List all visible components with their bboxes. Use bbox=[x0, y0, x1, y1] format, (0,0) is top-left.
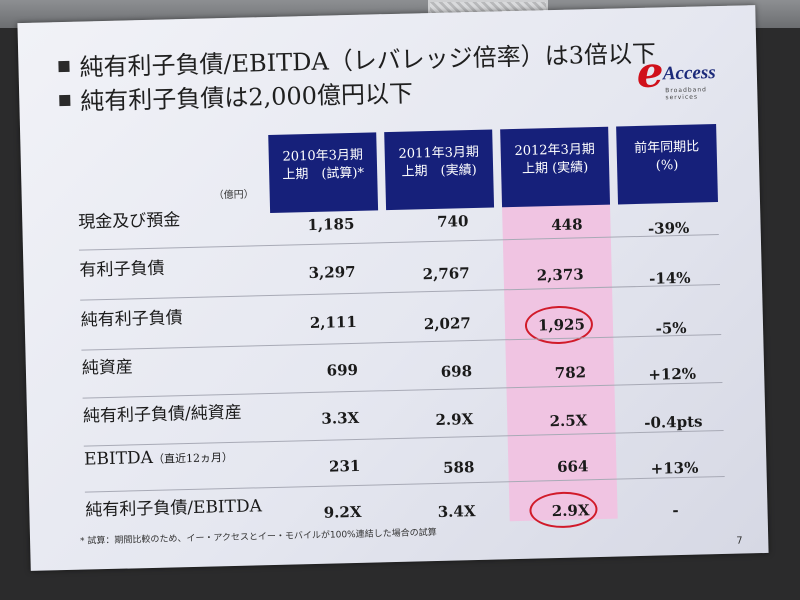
unit-label: （億円） bbox=[213, 189, 254, 202]
cell-leverage-yoy: - bbox=[672, 501, 679, 520]
square-bullet-icon bbox=[59, 94, 71, 107]
row-label-net-assets: 純資産 bbox=[81, 357, 134, 379]
column-header-2010: 2010年3月期 上期 (試算)* bbox=[268, 132, 379, 213]
cell-cash-2012: 448 bbox=[550, 215, 583, 235]
cell-de-2011: 2.9X bbox=[435, 410, 474, 429]
cell-debt-2010: 3,297 bbox=[308, 262, 356, 283]
cell-cash-2010: 1,185 bbox=[307, 214, 355, 235]
row-label-ebitda: EBITDA（直近12ヵ月） bbox=[83, 447, 234, 470]
column-header-2011: 2011年3月期 上期 (実績) bbox=[384, 129, 495, 211]
bullet-net-debt: 純有利子負債は2,000億円以下 bbox=[59, 73, 413, 117]
cell-de-2012: 2.5X bbox=[549, 411, 588, 431]
row-label-net-debt-to-equity: 純有利子負債/純資産 bbox=[82, 402, 242, 427]
cell-ebitda-2012: 664 bbox=[556, 457, 589, 477]
cell-de-2010: 3.3X bbox=[321, 408, 360, 428]
cell-netassets-2010: 699 bbox=[326, 360, 359, 380]
highlight-circle-leverage bbox=[529, 491, 598, 529]
cell-netdebt-2010: 2,111 bbox=[309, 312, 358, 333]
row-label-net-debt-to-ebitda: 純有利子負債/EBITDA bbox=[85, 496, 263, 521]
cell-ebitda-2010: 231 bbox=[328, 456, 361, 476]
row-label-cash: 現金及び預金 bbox=[78, 210, 181, 233]
cell-leverage-2010: 9.2X bbox=[323, 502, 362, 522]
row-separator bbox=[83, 429, 724, 447]
cell-netassets-2012: 782 bbox=[554, 363, 587, 383]
page-number: 7 bbox=[736, 535, 743, 547]
cell-ebitda-yoy: +13% bbox=[650, 458, 699, 478]
row-separator bbox=[78, 234, 719, 251]
cell-netassets-2011: 698 bbox=[440, 362, 473, 381]
presentation-slide: 純有利子負債/EBITDA（レバレッジ倍率）は3倍以下 純有利子負債は2,000… bbox=[17, 5, 769, 571]
column-header-2012: 2012年3月期 上期 (実績) bbox=[500, 126, 611, 208]
row-label-net-debt: 純有利子負債 bbox=[80, 308, 183, 331]
cell-leverage-2011: 3.4X bbox=[437, 502, 476, 521]
cell-debt-2011: 2,767 bbox=[422, 264, 470, 284]
column-header-yoy: 前年同期比 (%) bbox=[616, 124, 718, 205]
row-label-interest-bearing-debt: 有利子負債 bbox=[79, 258, 165, 281]
cell-netdebt-2011: 2,027 bbox=[423, 314, 472, 334]
cell-cash-2011: 740 bbox=[436, 212, 469, 231]
cell-de-yoy: -0.4pts bbox=[644, 412, 703, 432]
cell-debt-2012: 2,373 bbox=[536, 265, 584, 285]
row-separator bbox=[84, 475, 725, 493]
eaccess-logo: e Access Broadband services bbox=[636, 47, 716, 102]
row-separator bbox=[82, 381, 723, 399]
cell-ebitda-2011: 588 bbox=[442, 458, 475, 477]
square-bullet-icon bbox=[58, 60, 70, 73]
footnote: * 試算：期間比較のため、イー・アクセスとイー・モバイルが100%連結した場合の… bbox=[79, 528, 437, 547]
cell-netassets-yoy: +12% bbox=[648, 364, 697, 384]
row-separator bbox=[80, 284, 721, 301]
row-separator bbox=[81, 333, 722, 351]
